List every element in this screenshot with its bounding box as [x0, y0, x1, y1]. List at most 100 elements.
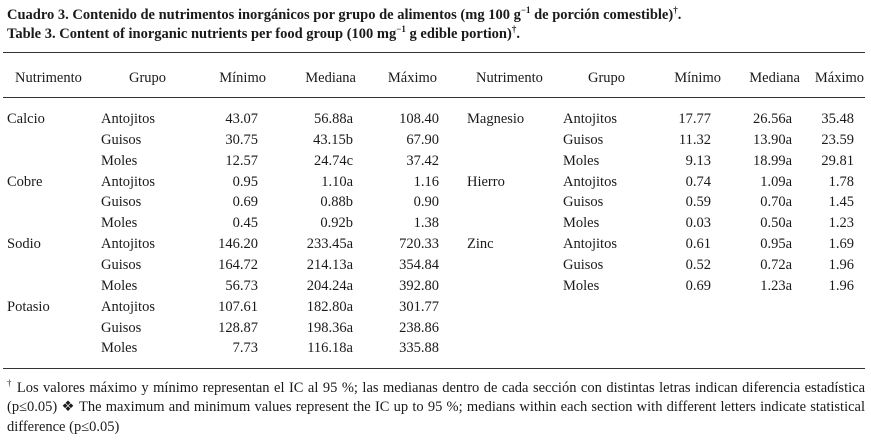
table-title-spanish: Cuadro 3. Contenido de nutrimentos inorg… — [7, 5, 682, 23]
table-cell-minimum: 128.87 — [218, 319, 258, 336]
table-cell-maximum: 0.90 — [413, 194, 439, 211]
table-title-english: Table 3. Content of inorganic nutrients … — [7, 24, 520, 42]
table-cell-median: 0.72a — [760, 256, 792, 273]
table-cell-group: Moles — [101, 277, 138, 294]
table-cell-maximum: 1.69 — [828, 236, 854, 253]
column-header-median-right: Mediana — [749, 70, 800, 86]
table-cell-maximum: 1.45 — [828, 194, 854, 211]
column-header-group-left: Grupo — [129, 70, 167, 86]
table-cell-minimum: 30.75 — [225, 131, 258, 148]
table-cell-nutrient: Hierro — [467, 173, 505, 190]
table-cell-maximum: 720.33 — [399, 236, 439, 253]
table-cell-minimum: 12.57 — [225, 152, 258, 169]
table-cell-maximum: 354.84 — [399, 256, 439, 273]
column-header-maximum-left: Máximo — [387, 70, 437, 86]
table-cell-maximum: 37.42 — [406, 152, 439, 169]
table-cell-minimum: 107.61 — [218, 298, 258, 315]
table-cell-maximum: 1.16 — [413, 173, 439, 190]
table-cell-median: 18.99a — [752, 152, 792, 169]
table-cell-group: Guisos — [563, 256, 604, 273]
table-cell-median: 198.36a — [306, 319, 353, 336]
table-cell-median: 233.45a — [306, 236, 353, 253]
table-cell-maximum: 23.59 — [821, 131, 854, 148]
table-cell-median: 214.13a — [306, 256, 353, 273]
table-cell-minimum: 0.59 — [685, 194, 711, 211]
table-cell-group: Moles — [563, 277, 600, 294]
table-cell-maximum: 301.77 — [399, 298, 439, 315]
column-header-minimum-right: Mínimo — [674, 70, 721, 86]
table-cell-maximum: 1.96 — [828, 277, 854, 294]
table-cell-median: 0.92b — [320, 215, 353, 232]
table-cell-maximum: 1.96 — [828, 256, 854, 273]
table-cell-group: Moles — [101, 152, 138, 169]
table-cell-group: Antojitos — [563, 236, 617, 253]
table-cell-median: 0.95a — [760, 236, 792, 253]
table-cell-nutrient: Calcio — [7, 111, 45, 127]
table-cell-maximum: 335.88 — [399, 340, 439, 357]
table-cell-group: Moles — [101, 215, 138, 232]
table-cell-nutrient: Zinc — [467, 236, 494, 253]
table-cell-group: Guisos — [563, 194, 604, 211]
table-cell-maximum: 35.48 — [821, 111, 854, 127]
table-cell-group: Moles — [563, 152, 600, 169]
table-cell-median: 0.50a — [760, 215, 792, 232]
table-cell-minimum: 7.73 — [232, 340, 258, 357]
table-cell-group: Moles — [563, 215, 600, 232]
table-cell-nutrient: Cobre — [7, 173, 43, 190]
table-cell-maximum: 29.81 — [821, 152, 854, 169]
table-cell-minimum: 0.69 — [685, 277, 711, 294]
header-bottom-rule — [3, 97, 865, 98]
table-cell-median: 204.24a — [306, 277, 353, 294]
column-header-median-left: Mediana — [305, 70, 356, 86]
table-cell-maximum: 67.90 — [406, 131, 439, 148]
table-cell-minimum: 56.73 — [225, 277, 258, 294]
table-cell-minimum: 0.69 — [232, 194, 258, 211]
table-cell-median: 116.18a — [307, 340, 353, 357]
table-cell-median: 13.90a — [752, 131, 792, 148]
table-cell-median: 56.88a — [313, 111, 353, 127]
table-cell-minimum: 164.72 — [218, 256, 258, 273]
table-cell-median: 0.88b — [320, 194, 353, 211]
table-cell-maximum: 238.86 — [399, 319, 439, 336]
table-cell-group: Antojitos — [563, 111, 617, 127]
table-cell-group: Antojitos — [101, 298, 155, 315]
table-cell-median: 1.09a — [760, 173, 792, 190]
table-cell-minimum: 0.61 — [685, 236, 711, 253]
table-cell-maximum: 1.38 — [413, 215, 439, 232]
table-cell-median: 24.74c — [313, 152, 353, 169]
table-cell-minimum: 43.07 — [225, 111, 258, 127]
table-cell-group: Antojitos — [563, 173, 617, 190]
table-cell-minimum: 0.95 — [232, 173, 258, 190]
table-cell-group: Antojitos — [101, 173, 155, 190]
table-cell-group: Guisos — [101, 131, 142, 148]
table-cell-minimum: 0.45 — [232, 215, 258, 232]
table-cell-minimum: 0.74 — [685, 173, 711, 190]
table-cell-median: 182.80a — [306, 298, 353, 315]
table-cell-group: Guisos — [101, 319, 142, 336]
column-header-nutrient-left: Nutrimento — [15, 70, 82, 86]
table-cell-maximum: 1.78 — [828, 173, 854, 190]
column-header-group-right: Grupo — [588, 70, 626, 86]
table-cell-group: Guisos — [101, 256, 142, 273]
table-cell-minimum: 146.20 — [218, 236, 258, 253]
table-footnote: † Los valores máximo y mínimo representa… — [7, 378, 866, 435]
table-cell-group: Antojitos — [101, 236, 155, 253]
column-header-nutrient-right: Nutrimento — [476, 70, 543, 86]
table-cell-group: Guisos — [101, 194, 142, 211]
table-cell-median: 0.70a — [760, 194, 792, 211]
table-cell-maximum: 108.40 — [399, 111, 439, 127]
table-cell-minimum: 0.52 — [685, 256, 711, 273]
table-cell-minimum: 17.77 — [678, 111, 711, 127]
table-top-rule — [3, 52, 865, 53]
table-cell-median: 43.15b — [313, 131, 353, 148]
column-header-minimum-left: Mínimo — [219, 70, 266, 86]
table-cell-maximum: 1.23 — [828, 215, 854, 232]
table-cell-group: Guisos — [563, 131, 604, 148]
table-cell-minimum: 11.32 — [678, 131, 711, 148]
table-cell-maximum: 392.80 — [399, 277, 439, 294]
table-cell-median: 1.23a — [760, 277, 792, 294]
table-cell-minimum: 0.03 — [685, 215, 711, 232]
table-cell-nutrient: Magnesio — [467, 111, 525, 127]
table-cell-median: 1.10a — [321, 173, 353, 190]
table-cell-group: Moles — [101, 340, 138, 357]
